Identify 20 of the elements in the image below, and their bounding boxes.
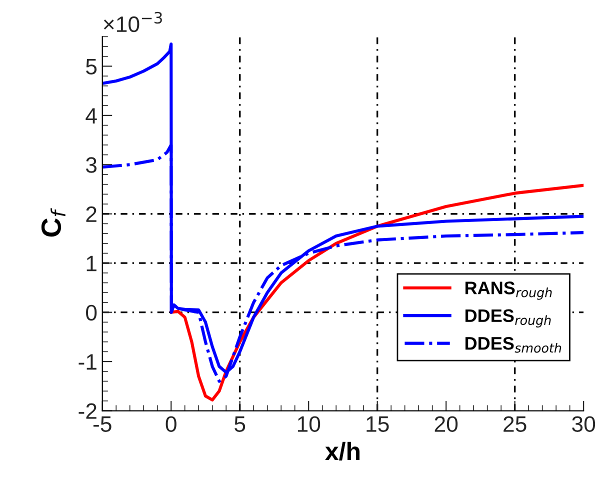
- y-tick-label: 4: [86, 108, 97, 124]
- y-axis-title: C$_{f}$: [41, 208, 66, 237]
- y-tick-label: -1: [78, 354, 96, 370]
- y-tick-label: 1: [86, 256, 96, 272]
- y-tick-label: 5: [86, 58, 97, 74]
- y-tick-label: 3: [86, 157, 97, 173]
- x-tick-label: 5: [234, 416, 246, 432]
- x-axis-title: x/h: [325, 442, 360, 461]
- text: ×10$^{−3}$: [104, 12, 162, 32]
- legend-label: RANS$_{rough}$: [466, 282, 552, 300]
- x-tick-label: 20: [434, 416, 458, 432]
- legend-label: DDES$_{rough}$: [466, 309, 551, 328]
- y-tick-label: 2: [86, 206, 96, 222]
- y-tick-label: 0: [86, 304, 97, 321]
- x-tick-label: 25: [504, 416, 526, 432]
- x-tick-label: 10: [298, 416, 320, 432]
- x-tick-label: 0: [166, 416, 176, 432]
- x-tick-label: 15: [366, 416, 389, 432]
- legend-label: DDES$_{smooth}$: [466, 336, 562, 353]
- x-tick-label: 30: [572, 416, 596, 432]
